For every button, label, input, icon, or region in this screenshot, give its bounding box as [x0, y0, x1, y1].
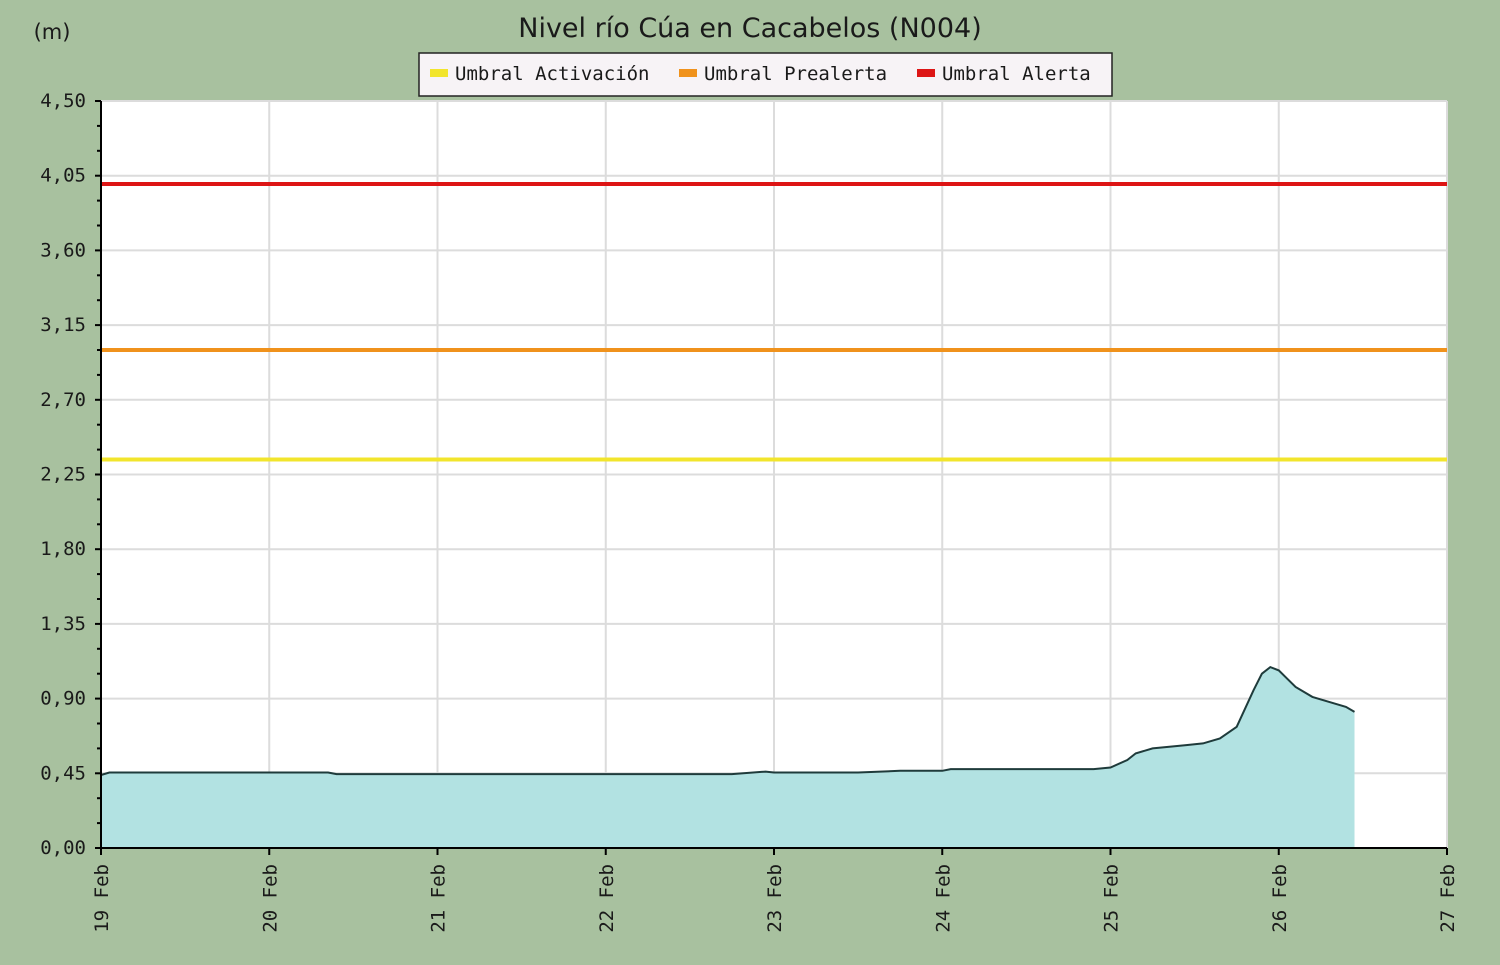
x-tick-label: 25 Feb: [1101, 864, 1123, 933]
y-tick-label: 3,60: [40, 239, 86, 261]
legend-swatch-umbral-alerta: [917, 69, 935, 77]
legend-box: [418, 52, 1113, 97]
legend-swatch-umbral-activacion: [430, 69, 448, 77]
y-tick-label: 2,70: [40, 389, 86, 411]
y-tick-label: 2,25: [40, 464, 86, 486]
y-tick-label: 1,35: [40, 613, 86, 635]
legend-label-umbral-activacion: Umbral Activación: [455, 63, 649, 85]
x-tick-label: 20 Feb: [259, 864, 281, 933]
legend-label-umbral-alerta: Umbral Alerta: [942, 63, 1091, 85]
series-area: [100, 665, 1356, 848]
x-tick-label: 27 Feb: [1437, 864, 1459, 933]
y-tick-label: 0,90: [40, 688, 86, 710]
y-tick-label: 4,05: [40, 165, 86, 187]
axes: [95, 100, 1448, 855]
x-tick-label: 22 Feb: [596, 864, 618, 933]
chart-title: Nivel río Cúa en Cacabelos (N004): [518, 13, 981, 44]
x-tick-label: 19 Feb: [91, 864, 113, 933]
y-tick-label: 3,15: [40, 314, 86, 336]
legend-label-umbral-prealerta: Umbral Prealerta: [704, 63, 887, 85]
y-tick-label: 0,00: [40, 837, 86, 859]
legend: Umbral Activación Umbral Prealerta Umbral …: [418, 52, 1113, 97]
legend-swatch-umbral-prealerta: [679, 69, 697, 77]
x-tick-labels: 19 Feb 20 Feb 21 Feb 22 Feb 23 Feb 24 Feb 25 F…: [91, 864, 1459, 933]
y-tick-labels: 0,00 0,45 0,90 1,35 1,80 2,25 2,70 3,15 3,60 4,05…: [40, 90, 86, 859]
x-tick-label: 23 Feb: [764, 864, 786, 933]
series-area-fill: [101, 667, 1355, 848]
series-line: [100, 665, 1356, 776]
y-tick-label: 4,50: [40, 90, 86, 112]
x-tick-label: 26 Feb: [1269, 864, 1291, 933]
x-tick-label: 24 Feb: [932, 864, 954, 933]
y-tick-label: 1,80: [40, 538, 86, 560]
y-axis-unit-label: (m): [34, 20, 71, 44]
y-tick-label: 0,45: [40, 762, 86, 784]
threshold-lines: [101, 182, 1447, 462]
x-tick-label: 21 Feb: [428, 864, 450, 933]
